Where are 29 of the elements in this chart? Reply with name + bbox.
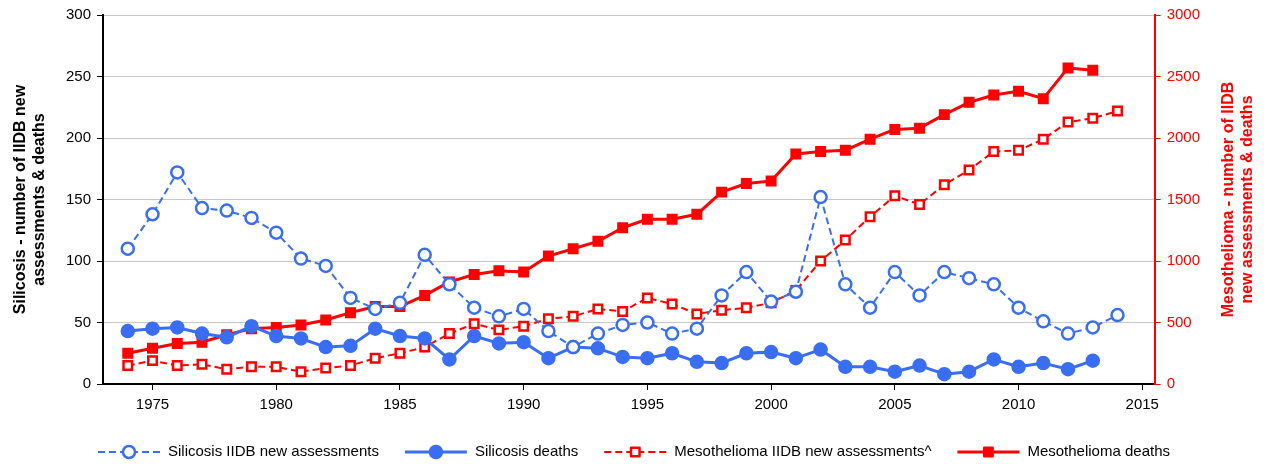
y-axis-title: Silicosis - number of IIDB new assessments & deaths [10,84,47,315]
legend-label: Mesothelioma deaths [1027,442,1171,460]
y-tick-label: 200 [66,128,92,146]
y2-axis-title: Mesothelioma - number of IIDB new assessments & deaths [1218,81,1255,318]
y2-tick-label: 500 [1166,312,1192,330]
y2-tick-label: 1000 [1166,251,1201,269]
x-tick-label: 1990 [506,395,541,413]
x-tick-label: 1980 [259,395,293,413]
y2-tick-label: 1500 [1166,189,1201,207]
y2-tick-label: 0 [1166,374,1175,392]
x-tick-label: 1985 [383,395,417,413]
x-tick-label: 2000 [754,395,788,413]
y-tick-label: 0 [82,374,92,392]
y-tick-label: 150 [66,189,92,207]
y2-tick-label: 3000 [1166,5,1201,23]
legend-label: Silicosis deaths [474,442,579,460]
legend-label: Mesothelioma IIDB new assessments^ [674,442,932,460]
x-tick-label: 2015 [1125,395,1159,413]
x-tick-label: 2005 [878,395,912,413]
y2-tick-label: 2000 [1166,128,1201,146]
legend-label: Silicosis IIDB new assessments [168,442,379,460]
x-tick-label: 2010 [1001,395,1036,413]
y-tick-label: 100 [66,251,92,269]
y2-tick-label: 2500 [1166,66,1201,84]
y-tick-label: 250 [66,66,92,84]
x-tick-label: 1975 [135,395,170,413]
x-tick-label: 1995 [630,395,665,413]
y-tick-label: 300 [66,5,92,23]
y-tick-label: 50 [74,312,92,330]
